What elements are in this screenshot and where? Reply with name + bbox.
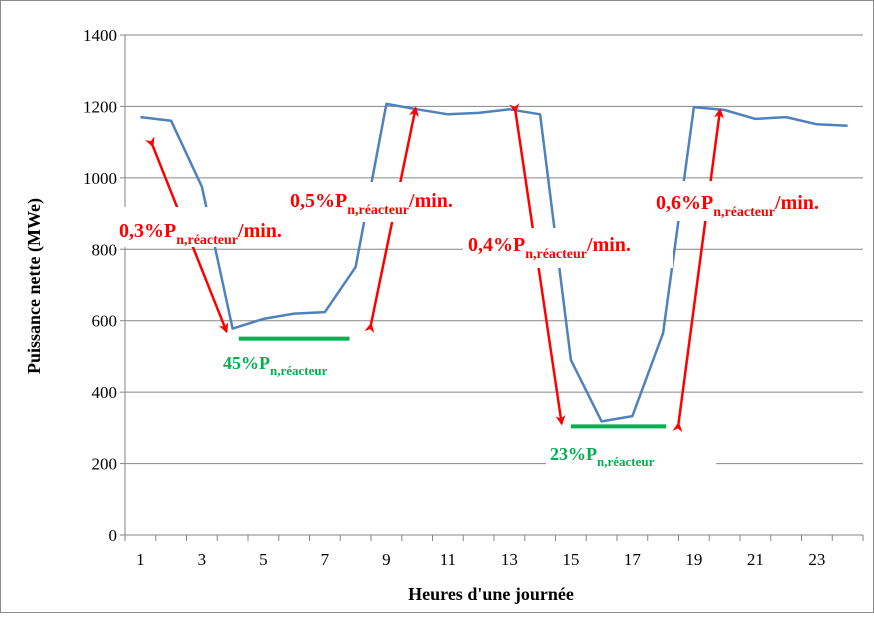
ramp1-sub: n,réacteur [176,233,238,248]
svg-text:0,5%Pn,réacteur/min.: 0,5%Pn,réacteur/min. [290,190,453,218]
svg-text:0,4%Pn,réacteur/min.: 0,4%Pn,réacteur/min. [468,234,631,262]
axes [124,35,863,536]
x-axis-title: Heures d'une journée [408,584,574,604]
level1-sub: n,réacteur [270,363,328,378]
x-tick-labels: 1 3 5 7 9 11 13 15 17 19 21 23 [136,550,825,569]
ramp3-suffix: /min. [586,234,631,256]
x-tick-label-21: 21 [747,550,764,569]
ramp4-main: 0,6%P [656,192,713,214]
x-tick-label-23: 23 [808,550,825,569]
svg-text:0,6%Pn,réacteur/min.: 0,6%Pn,réacteur/min. [656,192,819,220]
ramp2-suffix: /min. [408,190,453,212]
level2-main: 23%P [550,444,597,464]
y-tick-label-1400: 1400 [83,26,117,45]
y-tick-labels: 0 200 400 600 800 1000 1200 1400 [83,26,117,545]
annotation-level1: 45%Pn,réacteur [217,347,375,379]
ramp3-main: 0,4%P [468,234,525,256]
svg-text:0,3%Pn,réacteur/min.: 0,3%Pn,réacteur/min. [119,220,282,248]
ramp3-sub: n,réacteur [525,247,587,262]
x-tick-label-9: 9 [382,550,391,569]
annotation-ramp2: 0,5%Pn,réacteur/min. [284,182,496,222]
ramp4-sub: n,réacteur [713,205,775,220]
annotation-ramp4: 0,6%Pn,réacteur/min. [649,181,867,221]
x-tick-label-13: 13 [501,550,518,569]
x-tick-label-5: 5 [259,550,268,569]
series-group [140,102,848,423]
x-tick-label-1: 1 [136,550,145,569]
y-tick-label-400: 400 [92,383,118,402]
x-tick-label-7: 7 [321,550,330,569]
svg-text:23%Pn,réacteur: 23%Pn,réacteur [550,444,655,469]
ramp2-main: 0,5%P [290,190,347,212]
annotation-level2: 23%Pn,réacteur [546,439,716,471]
y-tick-label-1200: 1200 [83,97,117,116]
x-tick-label-17: 17 [624,550,642,569]
ramp2-sub: n,réacteur [347,203,409,218]
x-tick-label-19: 19 [685,550,702,569]
ramp-arrow-4 [672,108,724,433]
y-tick-label-200: 200 [92,455,118,474]
x-tick-label-11: 11 [440,550,456,569]
y-tick-label-600: 600 [92,312,118,331]
svg-text:45%Pn,réacteur: 45%Pn,réacteur [223,353,328,378]
y-tick-label-0: 0 [109,526,118,545]
level-lines [238,336,667,429]
ramp4-suffix: /min. [774,192,819,214]
y-tick-label-1000: 1000 [83,169,117,188]
y-axis-title: Puissance nette (MWe) [24,198,45,374]
x-tick-label-15: 15 [562,550,579,569]
x-tick-label-3: 3 [198,550,207,569]
series-line-0 [140,102,848,423]
annotation-ramp3: 0,4%Pn,réacteur/min. [463,228,673,268]
y-tick-label-800: 800 [92,240,118,259]
gridlines [120,34,864,541]
ramp1-suffix: /min. [237,220,282,242]
level1-main: 45%P [223,353,270,373]
ramp1-main: 0,3%P [119,220,176,242]
level2-sub: n,réacteur [597,454,655,469]
